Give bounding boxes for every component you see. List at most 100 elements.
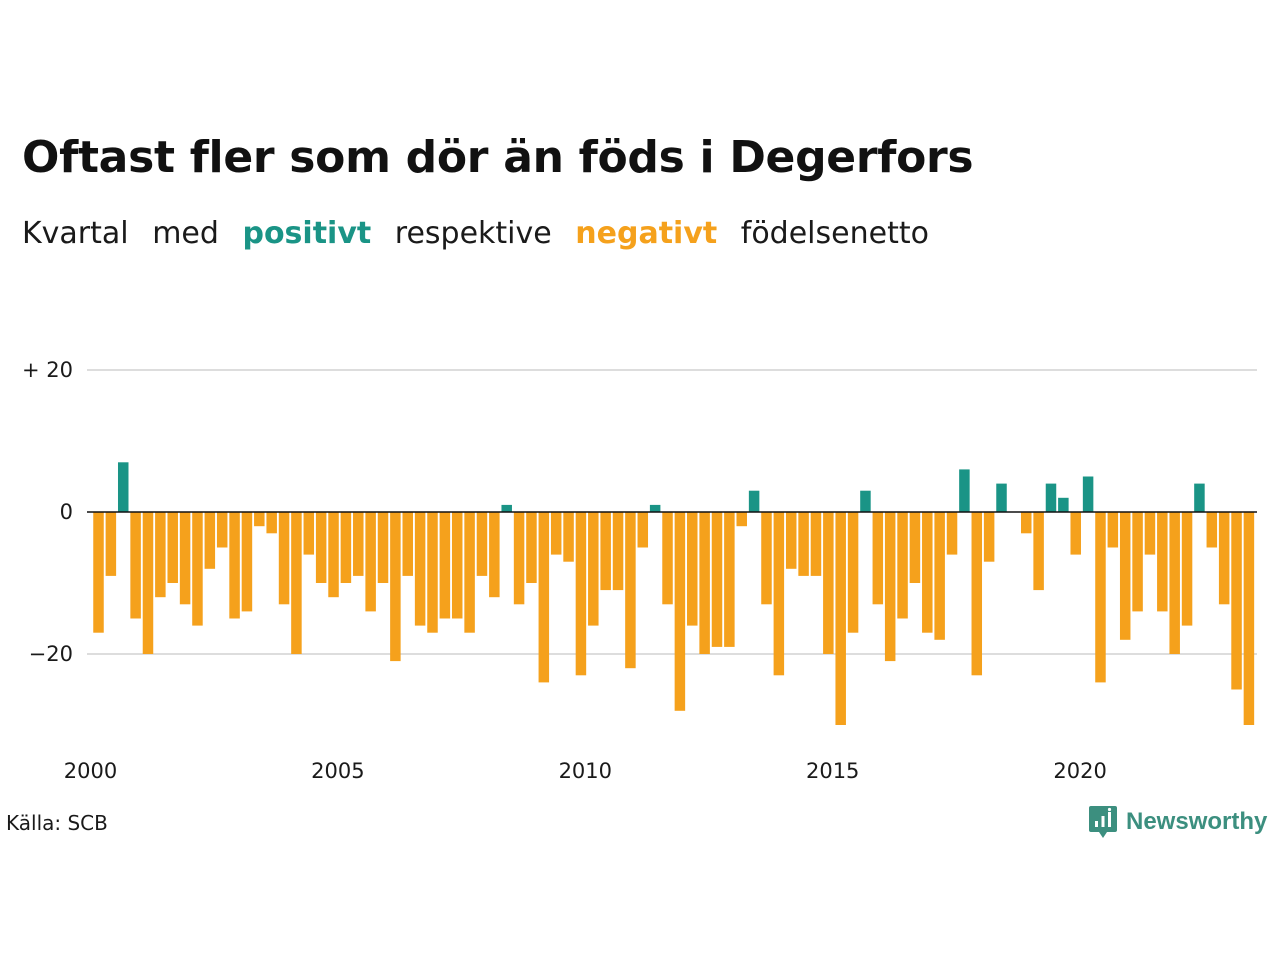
bar (798, 512, 809, 576)
chart-subtitle: Kvartal med positivt respektive negativt… (22, 216, 943, 251)
bar (687, 512, 698, 626)
bar (167, 512, 178, 583)
bar (773, 512, 785, 676)
x-tick-label: 2005 (311, 759, 364, 783)
bar (303, 512, 315, 555)
bar (810, 512, 822, 576)
x-tick-label: 2000 (64, 759, 117, 783)
x-tick-label: 2020 (1053, 759, 1106, 783)
x-tick-label: 2010 (559, 759, 612, 783)
bar (216, 512, 228, 548)
bar (340, 512, 352, 583)
bar (328, 512, 339, 598)
bar (1095, 512, 1106, 683)
y-tick-label: + 20 (22, 358, 73, 382)
subtitle-text-3: respektive (394, 216, 552, 251)
bar (884, 512, 896, 662)
bar (847, 512, 859, 633)
bar (785, 512, 797, 569)
bar (229, 512, 240, 619)
bar (1107, 512, 1119, 548)
bar (142, 512, 154, 654)
bar (476, 512, 488, 576)
bar (513, 512, 525, 605)
bar (315, 512, 327, 583)
bar (1021, 512, 1032, 534)
bar (872, 512, 884, 605)
bar (1033, 512, 1044, 591)
newsworthy-logo-icon (1089, 806, 1117, 838)
subtitle-text-1: Kvartal (22, 216, 129, 251)
bar (1157, 512, 1168, 612)
bar (612, 512, 624, 591)
brand-name: Newsworthy (1126, 808, 1268, 835)
bar (649, 504, 661, 512)
bar (909, 512, 921, 583)
bar (1132, 512, 1143, 612)
bar (526, 512, 537, 583)
bar (241, 512, 253, 612)
bar (1082, 476, 1094, 512)
bar (748, 490, 760, 512)
bar (637, 512, 649, 548)
bar (835, 512, 846, 725)
bar (291, 512, 302, 654)
bar (971, 512, 983, 676)
bar (1045, 483, 1057, 512)
bar (563, 512, 574, 562)
bar (897, 512, 908, 619)
bar (946, 512, 958, 555)
bar (1058, 497, 1069, 512)
bar (390, 512, 401, 662)
subtitle-text-4: födelsenetto (740, 216, 929, 251)
bar (365, 512, 376, 612)
bar (674, 512, 686, 711)
bar (1169, 512, 1180, 654)
bar (699, 512, 710, 654)
bar (155, 512, 166, 598)
bar (402, 512, 413, 576)
bar (130, 512, 141, 619)
bar (179, 512, 191, 605)
bar (1194, 483, 1205, 512)
bar (1144, 512, 1156, 555)
bar (823, 512, 834, 654)
bar (105, 512, 117, 576)
bar (922, 512, 933, 633)
brand-logo: Newsworthy (1088, 804, 1267, 840)
bar (117, 462, 129, 512)
bar (414, 512, 426, 626)
bar (427, 512, 438, 633)
source-label: Källa: SCB (6, 811, 108, 835)
bar (600, 512, 611, 591)
x-tick-label: 2015 (806, 759, 859, 783)
bar (711, 512, 723, 647)
bar (192, 512, 203, 626)
bar (538, 512, 550, 683)
bar (464, 512, 475, 633)
bar (501, 504, 512, 512)
bar (625, 512, 636, 669)
bar (278, 512, 290, 605)
bar (575, 512, 587, 676)
bar (1231, 512, 1242, 690)
bar (1181, 512, 1193, 626)
bar (1218, 512, 1230, 605)
bar (204, 512, 216, 569)
bar (959, 469, 970, 512)
bar (1206, 512, 1218, 548)
bar (736, 512, 747, 527)
subtitle-negative-label: negativt (575, 216, 718, 251)
bar (1070, 512, 1081, 555)
y-tick-label: 0 (60, 500, 73, 524)
y-tick-label: −20 (29, 642, 73, 666)
bar (588, 512, 599, 626)
bar (662, 512, 673, 605)
bar (377, 512, 389, 583)
bar (439, 512, 451, 619)
bar (934, 512, 945, 640)
subtitle-positive-label: positivt (242, 216, 372, 251)
bar (353, 512, 364, 576)
bar (1243, 512, 1255, 725)
